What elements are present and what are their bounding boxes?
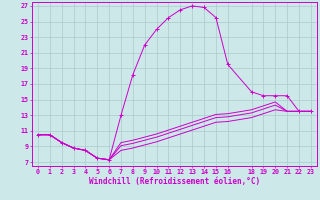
X-axis label: Windchill (Refroidissement éolien,°C): Windchill (Refroidissement éolien,°C) [89, 177, 260, 186]
